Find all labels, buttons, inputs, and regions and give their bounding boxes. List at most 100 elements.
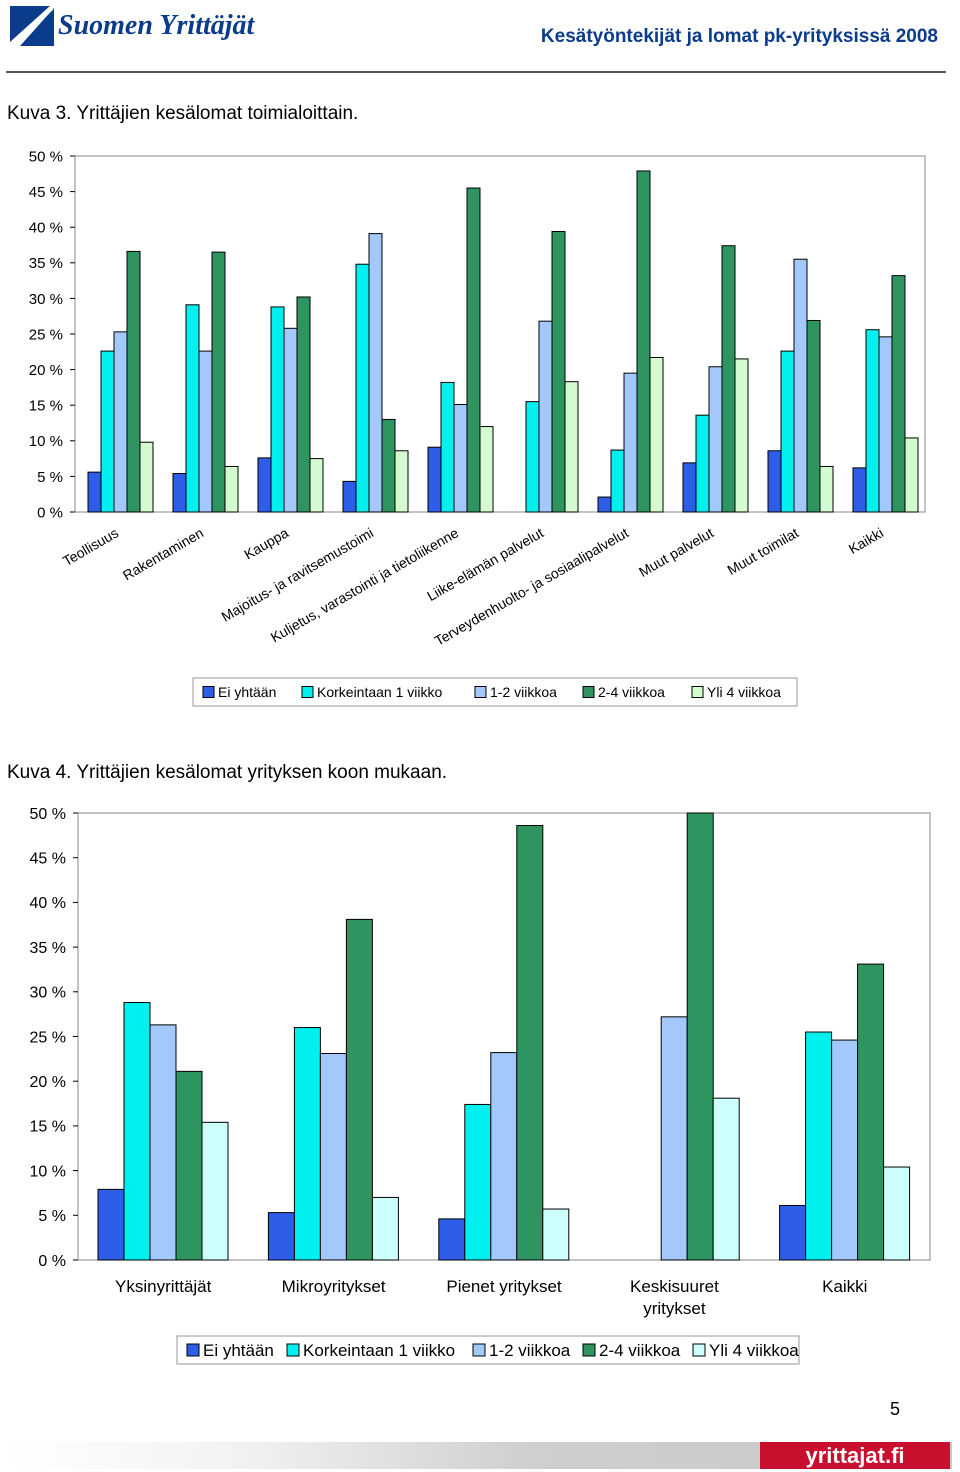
bar-yksinyrittajat-1-2-viikkoa bbox=[149, 1024, 177, 1261]
bar-kaikki-ei-yhtaan bbox=[779, 1204, 807, 1261]
bar-teollisuus-2-4-viikkoa bbox=[126, 250, 141, 513]
bar-keskisuuret-yritykset-2-4-viikkoa bbox=[686, 812, 714, 1261]
bar-yksinyrittajat-ei-yhtaan bbox=[97, 1188, 125, 1261]
y-tick-label: 10 % bbox=[30, 1163, 66, 1180]
bar-mikroyritykset-yli-4-viikkoa bbox=[371, 1196, 399, 1261]
bar-yksinyrittajat-yli-4-viikkoa bbox=[201, 1121, 229, 1261]
legend-swatch-ei-yhtaan bbox=[202, 686, 215, 698]
legend-label-yli-4-viikkoa: Yli 4 viikkoa bbox=[709, 1341, 799, 1360]
document-title: Kesätyöntekijät ja lomat pk-yrityksissä … bbox=[540, 26, 938, 47]
y-tick-label: 20 % bbox=[30, 1074, 66, 1091]
bar-terveydenhuolto-ja-sosiaalipalvelut-2-4-viikkoa bbox=[636, 170, 651, 513]
y-tick-label: 20 % bbox=[29, 362, 63, 379]
y-tick-label: 40 % bbox=[29, 220, 63, 237]
bar-kauppa-2-4-viikkoa bbox=[296, 296, 311, 513]
y-tick-label: 35 % bbox=[29, 255, 63, 272]
bar-kaikki-2-4-viikkoa bbox=[891, 275, 906, 513]
bar-pienet-yritykset-yli-4-viikkoa bbox=[542, 1208, 570, 1261]
bar-mikroyritykset-1-2-viikkoa bbox=[319, 1052, 347, 1261]
y-tick-label: 25 % bbox=[29, 326, 63, 343]
bar-rakentaminen-yli-4-viikkoa bbox=[224, 465, 239, 513]
bar-mikroyritykset-2-4-viikkoa bbox=[345, 918, 373, 1261]
y-tick-label: 35 % bbox=[30, 940, 66, 957]
y-tick-label: 30 % bbox=[30, 985, 66, 1002]
y-tick-label: 45 % bbox=[29, 184, 63, 201]
bar-kuljetus-varastointi-ja-tietoliikenne-yli-4-viikkoa bbox=[479, 426, 494, 513]
legend-label-1-2-viikkoa: 1-2 viikkoa bbox=[489, 1341, 571, 1360]
figure3-chart: 0 % 5 % 10 % 15 % 20 % 25 % 30 % 35 % 40 % 45 % 50… bbox=[29, 148, 926, 707]
bar-yksinyrittajat-korkeintaan-1-viikko bbox=[123, 1002, 151, 1261]
y-tick-label: 0 % bbox=[38, 1253, 66, 1270]
legend-swatch-korkeintaan-1-viikko bbox=[301, 686, 314, 698]
bar-majoitus-ja-ravitsemustoimi-yli-4-viikkoa bbox=[394, 450, 409, 513]
logo-mark-icon-lower bbox=[20, 8, 54, 46]
legend-swatch-ei-yhtaan bbox=[186, 1343, 200, 1357]
x-category-label: Yksinyrittäjät bbox=[115, 1277, 212, 1296]
legend-label-ei-yhtaan: Ei yhtään bbox=[218, 684, 276, 700]
bar-pienet-yritykset-1-2-viikkoa bbox=[490, 1052, 518, 1261]
bar-muut-toimilat-2-4-viikkoa bbox=[806, 319, 821, 513]
bar-pienet-yritykset-ei-yhtaan bbox=[438, 1218, 466, 1261]
bar-keskisuuret-yritykset-1-2-viikkoa bbox=[660, 1016, 688, 1261]
brand-name: Suomen Yrittäjät bbox=[58, 10, 255, 41]
legend-label-korkeintaan-1-viikko: Korkeintaan 1 viikko bbox=[303, 1341, 455, 1360]
legend-swatch-yli-4-viikkoa bbox=[692, 1343, 706, 1357]
figure4-caption: Kuva 4. Yrittäjien kesälomat yrityksen k… bbox=[7, 762, 448, 783]
x-category-label: Mikroyritykset bbox=[282, 1277, 386, 1296]
bar-terveydenhuolto-ja-sosiaalipalvelut-yli-4-viikkoa bbox=[649, 356, 664, 513]
bar-keskisuuret-yritykset-yli-4-viikkoa bbox=[712, 1097, 740, 1261]
legend-swatch-korkeintaan-1-viikko bbox=[286, 1343, 300, 1357]
bar-kuljetus-varastointi-ja-tietoliikenne-2-4-viikkoa bbox=[466, 187, 481, 513]
bar-teollisuus-yli-4-viikkoa bbox=[139, 441, 154, 513]
y-tick-label: 50 % bbox=[30, 806, 66, 823]
y-tick-label: 40 % bbox=[30, 895, 66, 912]
legend-swatch-1-2-viikkoa bbox=[472, 1343, 486, 1357]
y-tick-label: 0 % bbox=[37, 504, 63, 521]
figure4-chart: 0 % 5 % 10 % 15 % 20 % 25 % 30 % 35 % 40 % 45 % 50… bbox=[30, 806, 931, 1365]
legend-label-korkeintaan-1-viikko: Korkeintaan 1 viikko bbox=[317, 684, 443, 700]
y-tick-label: 10 % bbox=[29, 433, 63, 450]
figure3-caption: Kuva 3. Yrittäjien kesälomat toimialoitt… bbox=[7, 103, 359, 124]
bar-pienet-yritykset-korkeintaan-1-viikko bbox=[464, 1103, 492, 1261]
bar-kaikki-1-2-viikkoa bbox=[831, 1039, 859, 1261]
bar-rakentaminen-2-4-viikkoa bbox=[211, 251, 226, 513]
page-number: 5 bbox=[889, 1399, 900, 1419]
legend-label-2-4-viikkoa: 2-4 viikkoa bbox=[599, 1341, 681, 1360]
bar-liike-elaman-palvelut-2-4-viikkoa bbox=[551, 230, 566, 513]
x-category-label: Pienet yritykset bbox=[446, 1277, 562, 1296]
bar-yksinyrittajat-2-4-viikkoa bbox=[175, 1070, 203, 1261]
legend-swatch-2-4-viikkoa bbox=[582, 686, 595, 698]
bar-muut-toimilat-yli-4-viikkoa bbox=[819, 465, 834, 513]
bar-kaikki-yli-4-viikkoa bbox=[904, 437, 919, 513]
legend-swatch-2-4-viikkoa bbox=[582, 1343, 596, 1357]
legend-label-yli-4-viikkoa: Yli 4 viikkoa bbox=[707, 684, 781, 700]
y-tick-label: 15 % bbox=[29, 398, 63, 415]
header-divider bbox=[6, 71, 946, 73]
bar-kauppa-yli-4-viikkoa bbox=[309, 458, 324, 513]
y-tick-label: 25 % bbox=[30, 1029, 66, 1046]
legend-swatch-yli-4-viikkoa bbox=[691, 686, 704, 698]
bar-mikroyritykset-ei-yhtaan bbox=[267, 1212, 295, 1261]
y-tick-label: 30 % bbox=[29, 291, 63, 308]
legend-label-2-4-viikkoa: 2-4 viikkoa bbox=[598, 684, 665, 700]
y-tick-label: 5 % bbox=[38, 1208, 66, 1225]
bar-kaikki-yli-4-viikkoa bbox=[883, 1166, 911, 1261]
bar-liike-elaman-palvelut-yli-4-viikkoa bbox=[564, 381, 579, 513]
y-tick-label: 15 % bbox=[30, 1119, 66, 1136]
bar-pienet-yritykset-2-4-viikkoa bbox=[516, 825, 544, 1261]
bar-majoitus-ja-ravitsemustoimi-1-2-viikkoa bbox=[368, 233, 383, 513]
legend-label-ei-yhtaan: Ei yhtään bbox=[203, 1341, 274, 1360]
y-tick-label: 5 % bbox=[37, 469, 63, 486]
y-tick-label: 50 % bbox=[29, 148, 63, 165]
bar-kaikki-2-4-viikkoa bbox=[857, 963, 885, 1261]
logo-mark-icon bbox=[10, 6, 50, 42]
suomen-yrittajat-logo bbox=[8, 6, 54, 50]
x-category-label: Kaikki bbox=[822, 1277, 867, 1296]
bar-muut-palvelut-yli-4-viikkoa bbox=[734, 358, 749, 513]
bar-mikroyritykset-korkeintaan-1-viikko bbox=[293, 1027, 321, 1261]
x-category-label: yritykset bbox=[643, 1299, 706, 1318]
y-tick-label: 45 % bbox=[30, 850, 66, 867]
yrittajat-fi-logo: yrittajat.fi bbox=[760, 1442, 950, 1469]
legend-label-1-2-viikkoa: 1-2 viikkoa bbox=[490, 684, 557, 700]
x-category-label: Keskisuuret bbox=[630, 1277, 719, 1296]
